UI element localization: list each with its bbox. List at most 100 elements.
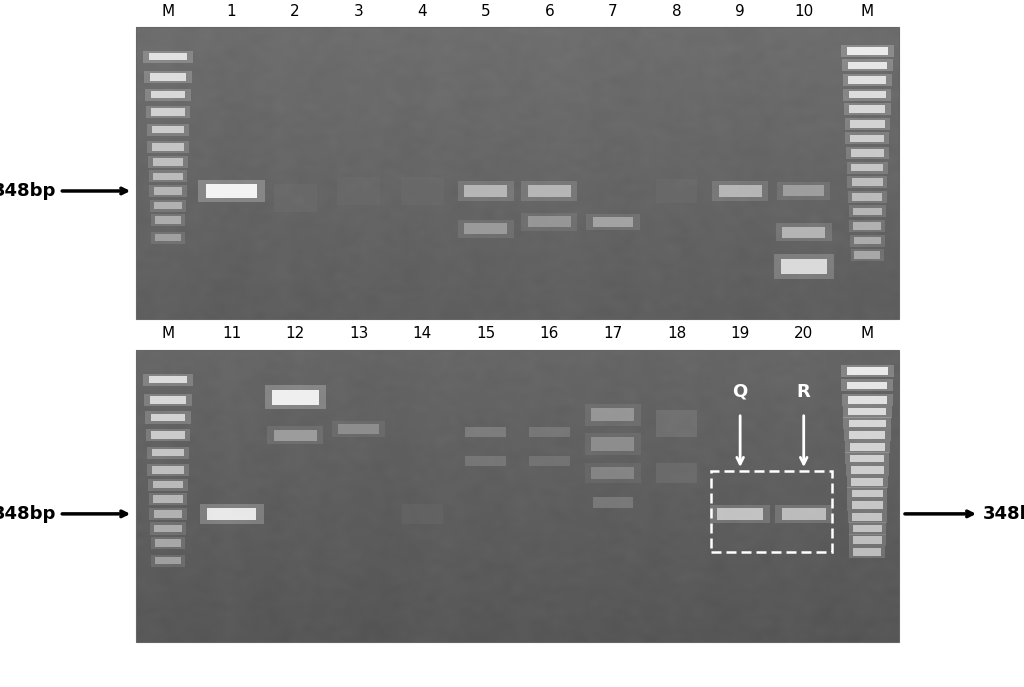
Bar bbox=[142, 374, 194, 385]
Text: 1: 1 bbox=[226, 3, 237, 19]
Bar bbox=[144, 71, 191, 83]
Bar bbox=[849, 534, 886, 546]
Bar bbox=[458, 181, 514, 201]
Bar bbox=[851, 164, 883, 171]
Bar bbox=[775, 504, 833, 523]
Bar bbox=[848, 408, 886, 416]
Bar bbox=[848, 396, 887, 404]
Bar bbox=[273, 429, 316, 440]
Bar bbox=[273, 184, 316, 212]
Bar bbox=[719, 185, 762, 197]
Bar bbox=[585, 404, 641, 425]
Bar bbox=[844, 417, 891, 429]
Bar bbox=[847, 475, 888, 488]
Bar bbox=[843, 405, 892, 418]
Text: 10: 10 bbox=[794, 3, 813, 19]
Text: 4: 4 bbox=[418, 3, 427, 19]
Bar bbox=[154, 172, 183, 180]
Bar bbox=[151, 214, 185, 226]
Text: Q: Q bbox=[732, 383, 748, 401]
Bar bbox=[849, 205, 886, 218]
Bar bbox=[136, 350, 899, 642]
Bar bbox=[845, 440, 890, 453]
Bar bbox=[207, 508, 256, 520]
Bar bbox=[146, 447, 189, 459]
Bar bbox=[853, 548, 881, 556]
Bar bbox=[842, 379, 893, 392]
Text: 18: 18 bbox=[667, 326, 686, 341]
Bar bbox=[852, 179, 883, 186]
Bar bbox=[148, 53, 187, 60]
Bar bbox=[142, 51, 194, 63]
Text: 11: 11 bbox=[222, 326, 242, 341]
Bar bbox=[150, 508, 186, 520]
Bar bbox=[152, 449, 184, 456]
Text: 5: 5 bbox=[481, 3, 490, 19]
Bar bbox=[148, 493, 187, 506]
Text: M: M bbox=[861, 326, 873, 341]
Bar bbox=[849, 420, 886, 427]
Text: R: R bbox=[797, 383, 811, 401]
Bar bbox=[849, 105, 885, 113]
Text: M: M bbox=[162, 326, 174, 341]
Bar bbox=[465, 427, 506, 437]
Bar bbox=[529, 456, 570, 466]
Bar bbox=[150, 396, 186, 404]
Bar bbox=[592, 467, 635, 480]
Text: 9: 9 bbox=[735, 3, 745, 19]
Text: 7: 7 bbox=[608, 3, 617, 19]
Bar bbox=[148, 376, 187, 383]
Bar bbox=[780, 259, 826, 274]
Bar bbox=[712, 471, 833, 552]
Text: 14: 14 bbox=[413, 326, 432, 341]
Bar bbox=[847, 176, 887, 188]
Bar bbox=[717, 508, 763, 519]
Bar bbox=[587, 214, 640, 230]
Bar bbox=[155, 539, 181, 547]
Bar bbox=[152, 232, 184, 244]
Bar bbox=[844, 89, 891, 101]
Bar bbox=[592, 407, 635, 421]
Bar bbox=[521, 213, 578, 231]
Bar bbox=[148, 156, 188, 168]
Bar bbox=[155, 202, 182, 210]
Bar bbox=[148, 479, 188, 491]
Bar bbox=[846, 464, 889, 476]
Bar bbox=[152, 431, 185, 439]
Bar bbox=[847, 367, 888, 374]
Bar bbox=[585, 433, 641, 455]
Bar bbox=[850, 135, 884, 142]
Bar bbox=[848, 191, 887, 203]
Bar bbox=[156, 234, 181, 241]
Text: 12: 12 bbox=[286, 326, 305, 341]
Bar bbox=[847, 487, 887, 499]
Bar bbox=[151, 537, 185, 549]
Bar bbox=[521, 181, 578, 201]
Bar bbox=[782, 227, 825, 238]
Text: 16: 16 bbox=[540, 326, 559, 341]
Text: 348bp: 348bp bbox=[0, 505, 56, 523]
Bar bbox=[465, 456, 506, 466]
Bar bbox=[656, 463, 697, 484]
Bar bbox=[848, 76, 886, 84]
Bar bbox=[849, 431, 885, 439]
Bar bbox=[151, 414, 185, 421]
Bar bbox=[155, 216, 181, 224]
Bar bbox=[529, 427, 570, 437]
Bar bbox=[847, 381, 887, 389]
Bar bbox=[848, 510, 887, 523]
Bar bbox=[593, 216, 634, 227]
Bar bbox=[847, 499, 887, 511]
Bar bbox=[853, 222, 881, 229]
Text: 348bp: 348bp bbox=[983, 505, 1024, 523]
Bar bbox=[841, 45, 894, 57]
Text: M: M bbox=[162, 3, 174, 19]
Bar bbox=[848, 62, 887, 69]
Bar bbox=[147, 141, 188, 153]
Bar bbox=[852, 502, 883, 509]
Bar bbox=[849, 522, 886, 534]
Bar bbox=[146, 124, 189, 136]
Bar bbox=[854, 251, 880, 259]
Bar bbox=[156, 556, 181, 565]
Text: 8: 8 bbox=[672, 3, 681, 19]
